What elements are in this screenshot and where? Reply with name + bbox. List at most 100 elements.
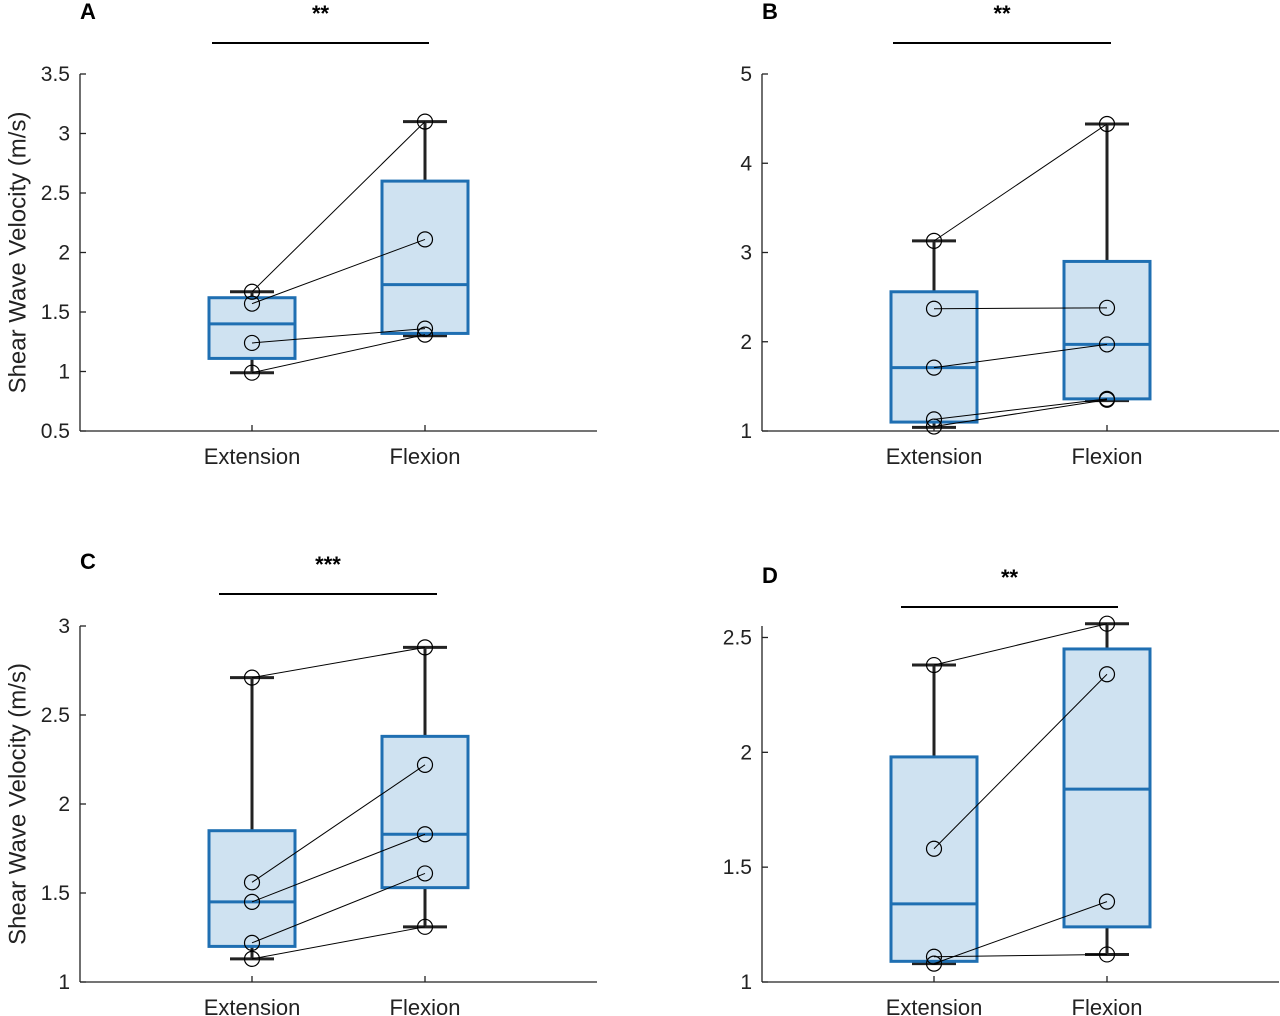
y-tick-label: 0.5 xyxy=(41,420,70,443)
subject-pair xyxy=(243,639,434,686)
y-tick-label: 3.5 xyxy=(41,63,70,86)
panel-b: 1 2 3 4 5 Extension Flexion B ** xyxy=(740,0,1279,469)
panel-c: 1 1.5 2 2.5 3 Extension Flexion Shear Wave Velo… xyxy=(5,549,597,1016)
data-point-flexion xyxy=(416,826,434,843)
subject-pair xyxy=(243,826,434,911)
pair-line xyxy=(933,343,1108,369)
y-tick-label: 3 xyxy=(58,123,70,146)
iqr-box xyxy=(889,755,979,963)
pair-line xyxy=(933,307,1108,310)
subject-pair xyxy=(925,666,1116,857)
pair-line xyxy=(933,399,1108,428)
iqr-box xyxy=(207,296,297,360)
y-tick-label: 1.5 xyxy=(41,301,70,324)
subject-pair xyxy=(243,320,434,352)
y-tick-label: 5 xyxy=(740,63,752,86)
y-tick-label: 2 xyxy=(58,793,70,816)
data-point-flexion xyxy=(1098,391,1116,408)
x-tick-label-flexion: Flexion xyxy=(1072,444,1143,469)
subject-pair xyxy=(243,113,434,300)
y-tick-label: 3 xyxy=(58,615,70,638)
pair-line xyxy=(933,398,1108,420)
box-extension xyxy=(889,239,979,429)
data-point-flexion xyxy=(1098,115,1116,133)
data-point-flexion xyxy=(416,756,434,773)
x-tick-label-flexion: Flexion xyxy=(1072,995,1143,1016)
subject-pair xyxy=(243,865,434,951)
box-flexion xyxy=(380,645,470,929)
pair-line xyxy=(251,872,426,944)
panel-label: A xyxy=(80,0,96,24)
x-tick-label-flexion: Flexion xyxy=(390,995,461,1016)
pair-line xyxy=(933,953,1108,958)
x-tick-label-extension: Extension xyxy=(204,995,301,1016)
data-point-flexion xyxy=(416,113,434,130)
iqr-box xyxy=(380,179,470,335)
y-tick-label: 4 xyxy=(740,152,752,175)
iqr-box xyxy=(207,829,297,948)
panel-label: B xyxy=(762,0,778,24)
significance-stars: ** xyxy=(1001,565,1019,590)
panel-d: 1 1.5 2 2.5 Extension Flexion D ** xyxy=(723,563,1279,1016)
data-point-extension xyxy=(925,955,943,972)
x-tick-label-extension: Extension xyxy=(204,444,301,469)
pair-line xyxy=(251,328,426,344)
subject-pair xyxy=(243,756,434,891)
data-point-flexion xyxy=(416,865,434,882)
box-extension xyxy=(889,663,979,966)
data-point-extension xyxy=(243,295,261,312)
y-axis-label: Shear Wave Velocity (m/s) xyxy=(5,112,32,394)
data-point-flexion xyxy=(1098,893,1116,910)
panel-a: 0.5 1 1.5 2 2.5 3 3.5 Extension Flexion Shear Wav… xyxy=(5,0,597,469)
data-point-flexion xyxy=(1098,946,1116,963)
data-point-extension xyxy=(243,874,261,891)
pair-line xyxy=(933,123,1108,242)
data-point-extension xyxy=(925,411,943,428)
pair-line xyxy=(933,623,1108,666)
subject-pair xyxy=(243,326,434,381)
subject-pair xyxy=(925,391,1116,435)
data-point-extension xyxy=(925,948,943,965)
data-point-flexion xyxy=(416,231,434,248)
subject-pair xyxy=(243,231,434,312)
x-tick-label-extension: Extension xyxy=(886,995,983,1016)
significance-stars: ** xyxy=(993,1,1011,26)
pair-line xyxy=(251,646,426,679)
y-tick-label: 1.5 xyxy=(41,882,70,905)
data-point-extension xyxy=(243,334,261,352)
subject-pair xyxy=(243,918,434,967)
data-point-flexion xyxy=(1098,299,1116,316)
significance-stars: *** xyxy=(315,552,341,577)
panel-label: D xyxy=(762,563,778,588)
pair-line xyxy=(251,926,426,960)
data-point-flexion xyxy=(416,326,434,343)
iqr-box xyxy=(380,734,470,890)
subject-pair xyxy=(925,615,1116,674)
data-point-extension xyxy=(925,359,943,376)
box-flexion xyxy=(380,120,470,338)
y-tick-label: 1 xyxy=(58,361,70,384)
data-point-flexion xyxy=(416,320,434,337)
data-point-extension xyxy=(243,283,261,300)
y-tick-label: 3 xyxy=(740,242,752,265)
y-tick-label: 2.5 xyxy=(41,182,70,205)
significance-stars: ** xyxy=(312,1,330,26)
x-tick-label-flexion: Flexion xyxy=(390,444,461,469)
y-tick-label: 1.5 xyxy=(723,856,752,879)
pair-line xyxy=(933,673,1108,850)
data-point-extension xyxy=(243,669,261,686)
data-point-flexion xyxy=(1098,666,1116,683)
data-point-flexion xyxy=(416,918,434,935)
y-tick-label: 2 xyxy=(740,741,752,764)
pair-line xyxy=(251,833,426,903)
box-extension xyxy=(207,290,297,375)
data-point-flexion xyxy=(416,639,434,656)
iqr-box xyxy=(1062,259,1152,401)
box-flexion xyxy=(1062,622,1152,956)
pair-line xyxy=(251,238,426,305)
box-flexion xyxy=(1062,122,1152,403)
subject-pair xyxy=(925,115,1116,249)
pair-line xyxy=(251,121,426,293)
pair-line xyxy=(251,764,426,883)
data-point-extension xyxy=(925,232,943,249)
